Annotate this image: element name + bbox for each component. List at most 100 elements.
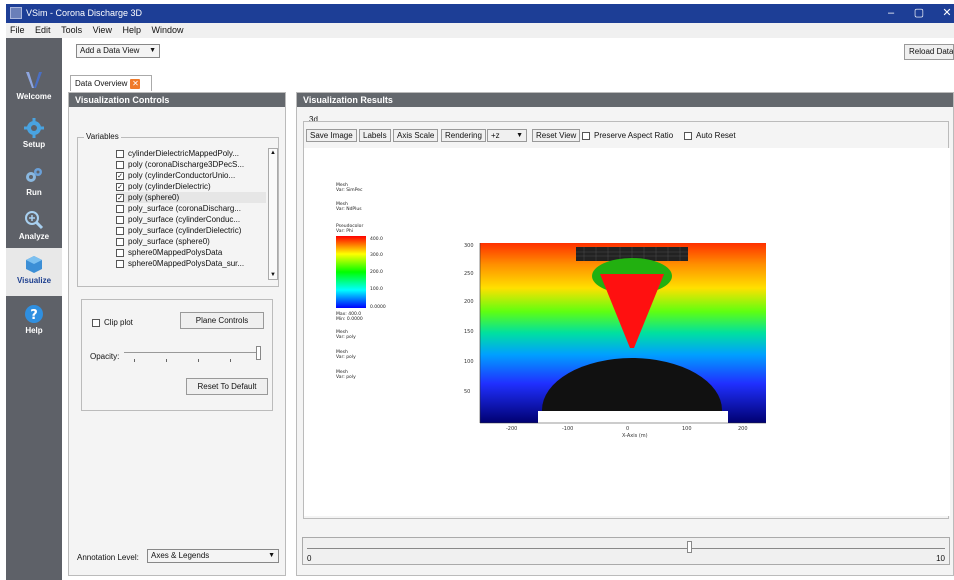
variables-group: Variables cylinderDielectricMappedPoly..… [77,132,279,287]
chevron-down-icon: ▼ [268,552,275,559]
variable-item[interactable]: sphere0MappedPolysData [116,247,266,258]
checkbox[interactable] [116,237,124,246]
x-tick: -200 [506,426,517,432]
time-min-label: 0 [307,554,312,563]
plane-controls-button[interactable]: Plane Controls [180,312,264,329]
variable-item[interactable]: poly_surface (sphere0) [116,236,266,247]
variables-scrollbar[interactable]: ▲ ▼ [268,148,278,280]
tab-data-overview-label: Data Overview [75,79,128,88]
preserve-aspect-checkbox[interactable] [582,131,590,140]
preserve-aspect-option[interactable]: Preserve Aspect Ratio [582,131,673,140]
legend-min: Min: 0.0000 [336,316,363,322]
variable-item[interactable]: ✓ poly (cylinderConductorUnio... [116,171,236,180]
checkbox[interactable] [116,149,124,158]
time-max-label: 10 [936,554,945,563]
scroll-up-icon[interactable]: ▲ [270,150,276,156]
nav-help[interactable]: ? Help [6,300,62,340]
scroll-down-icon[interactable]: ▼ [270,272,276,278]
x-axis-label: X-Axis (m) [622,433,648,439]
svg-text:?: ? [30,308,38,323]
clip-plot-option[interactable]: Clip plot [92,318,133,327]
nav-run[interactable]: Run [6,162,62,202]
menu-tools[interactable]: Tools [61,25,83,35]
checkbox[interactable] [116,259,124,268]
menu-window[interactable]: Window [151,25,184,35]
nav-setup[interactable]: Setup [6,114,62,154]
electrode-grid [576,247,688,261]
maximize-button[interactable]: ▢ [913,7,925,19]
legend-mesh5-title: Mesh [336,369,348,375]
checkbox[interactable] [116,204,124,213]
y-tick: 50 [464,389,470,395]
annotation-level-select[interactable]: Axes & Legends ▼ [147,549,279,563]
nav-analyze[interactable]: Analyze [6,206,62,246]
opacity-slider-handle[interactable] [256,346,261,360]
chevron-down-icon: ▼ [149,47,156,54]
auto-reset-checkbox[interactable] [684,131,692,140]
legend-mesh3-var: Var: poly [336,334,356,340]
legend-max: Max: 400.0 [336,311,361,317]
menu-edit[interactable]: Edit [35,25,51,35]
variable-item[interactable]: poly_surface (cylinderConduc... [116,214,266,225]
visualization-results-header: Visualization Results [297,93,953,107]
menu-help[interactable]: Help [122,25,141,35]
variable-item[interactable]: sphere0MappedPolysData_sur... [116,258,266,269]
menu-view[interactable]: View [92,25,112,35]
checkbox[interactable]: ✓ [116,171,124,180]
save-image-button[interactable]: Save Image [306,129,357,142]
navigation-sidebar: Welcome Setup Run Analyze Visualize ? He… [6,38,62,580]
magnifier-icon [25,211,44,230]
x-tick: 0 [626,426,629,432]
nav-welcome-label: Welcome [16,92,52,101]
gears-icon [26,168,42,182]
variable-item[interactable]: poly (coronaDischarge3DPecS... [116,159,266,170]
checkbox[interactable] [116,160,124,169]
variable-item[interactable]: ✓ poly (cylinderDielectric) [116,182,211,191]
variable-item[interactable]: cylinderDielectricMappedPoly... [116,148,266,159]
render-viewport[interactable]: Mesh Var: SimPec Mesh Var: NdPlus Pseudo… [304,148,950,516]
variable-item[interactable]: ✓ poly (sphere0) [116,192,266,203]
labels-button[interactable]: Labels [359,129,391,142]
legend-mesh2-var: Var: NdPlus [336,206,362,212]
nav-welcome[interactable]: Welcome [6,66,62,106]
checkbox[interactable] [116,226,124,235]
checkbox[interactable]: ✓ [116,182,124,191]
variable-item[interactable]: poly_surface (cylinderDielectric) [116,225,266,236]
variable-item[interactable]: poly_surface (coronaDischarg... [116,203,266,214]
add-data-view-select[interactable]: Add a Data View ▼ [76,44,160,58]
time-slider-handle[interactable] [687,541,693,553]
checkbox[interactable]: ✓ [116,193,124,202]
nav-visualize[interactable]: Visualize [6,248,62,296]
checkbox[interactable] [116,248,124,257]
plot-canvas[interactable]: Mesh Var: SimPec Mesh Var: NdPlus Pseudo… [304,148,950,516]
auto-reset-option[interactable]: Auto Reset [684,131,736,140]
sphere-clip [538,411,728,471]
x-tick: 200 [738,426,748,432]
clip-plot-checkbox[interactable] [92,318,100,327]
visualization-controls-header: Visualization Controls [69,93,285,107]
colorbar-tick: 300.0 [370,252,383,258]
opacity-slider[interactable] [124,346,266,364]
colorbar [336,236,366,308]
menu-file[interactable]: File [10,25,25,35]
nav-analyze-label: Analyze [18,232,50,241]
particle-cone-red [600,274,664,348]
close-window-button[interactable]: ✕ [942,7,952,19]
legend-mesh4-title: Mesh [336,349,348,355]
legend-mesh1-title: Mesh [336,182,348,188]
checkbox[interactable] [116,215,124,224]
colorbar-tick: 100.0 [370,286,383,292]
y-tick: 150 [464,329,474,335]
rendering-button[interactable]: Rendering [441,129,486,142]
tab-data-overview[interactable]: Data Overview ✕ [70,75,152,91]
axis-scale-button[interactable]: Axis Scale [393,129,439,142]
reload-data-button[interactable]: Reload Data [904,44,954,60]
app-icon [10,7,22,19]
time-slider[interactable]: 0 10 [302,537,950,565]
axis-direction-select[interactable]: +z ▼ [487,129,527,142]
minimize-button[interactable]: – [887,7,895,19]
x-tick: 100 [682,426,692,432]
close-tab-icon[interactable]: ✕ [130,79,141,89]
reset-view-button[interactable]: Reset View [532,129,581,142]
reset-to-default-button[interactable]: Reset To Default [186,378,268,395]
